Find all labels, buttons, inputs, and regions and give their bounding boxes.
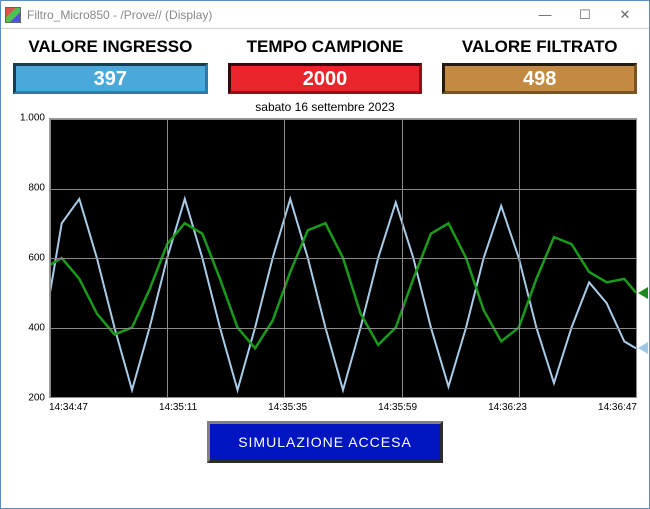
x-tick: 14:36:47 (598, 402, 637, 413)
close-button[interactable]: ✕ (605, 4, 645, 26)
filtrato-value: 498 (442, 63, 637, 94)
campione-value: 2000 (228, 63, 423, 94)
x-axis: 14:34:47 14:35:11 14:35:35 14:35:59 14:36:23… (49, 398, 637, 413)
ingresso-readout: VALORE INGRESSO 397 (13, 37, 208, 94)
y-tick: 800 (28, 183, 45, 194)
simulation-button[interactable]: SIMULAZIONE ACCESA (207, 421, 443, 463)
filtrato-label: VALORE FILTRATO (442, 37, 637, 57)
trace-marker-icon (638, 287, 648, 299)
campione-label: TEMPO CAMPIONE (228, 37, 423, 57)
y-axis: 1.000800600400200 (13, 118, 49, 398)
x-tick: 14:35:11 (159, 402, 197, 413)
minimize-button[interactable]: — (525, 4, 565, 26)
x-tick: 14:34:47 (49, 402, 88, 413)
titlebar[interactable]: Filtro_Micro850 - /Prove// (Display) — ☐… (1, 1, 649, 29)
app-window: Filtro_Micro850 - /Prove// (Display) — ☐… (0, 0, 650, 509)
x-tick: 14:36:23 (488, 402, 527, 413)
maximize-button[interactable]: ☐ (565, 4, 605, 26)
trace-marker-icon (638, 342, 648, 354)
app-icon (5, 7, 21, 23)
campione-readout: TEMPO CAMPIONE 2000 (228, 37, 423, 94)
readouts-row: VALORE INGRESSO 397 TEMPO CAMPIONE 2000 … (13, 37, 637, 94)
filtrato-readout: VALORE FILTRATO 498 (442, 37, 637, 94)
y-tick: 400 (28, 323, 45, 334)
date-line: sabato 16 settembre 2023 (13, 100, 637, 114)
ingresso-label: VALORE INGRESSO (13, 37, 208, 57)
plot-area (49, 118, 637, 398)
y-tick: 200 (28, 393, 45, 404)
y-tick: 600 (28, 253, 45, 264)
y-tick: 1.000 (20, 113, 45, 124)
ingresso-value: 397 (13, 63, 208, 94)
x-tick: 14:35:35 (268, 402, 307, 413)
content-area: VALORE INGRESSO 397 TEMPO CAMPIONE 2000 … (1, 29, 649, 508)
title-text: Filtro_Micro850 - /Prove// (Display) (27, 8, 525, 22)
x-tick: 14:35:59 (378, 402, 417, 413)
chart-area: 1.000800600400200 (13, 118, 637, 398)
